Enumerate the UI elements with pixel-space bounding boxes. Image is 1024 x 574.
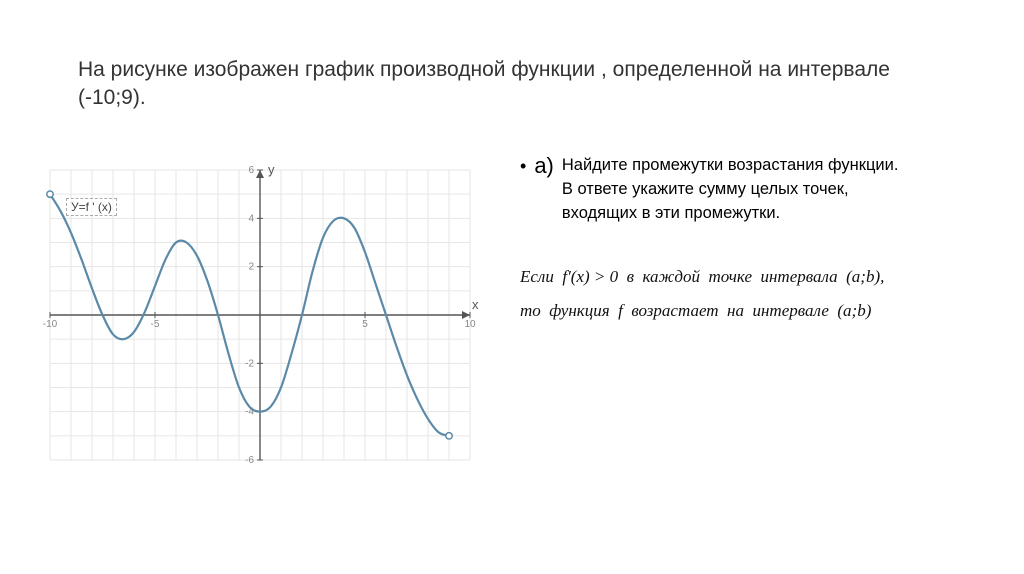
page-title: На рисунке изображен график производной … [78, 56, 958, 113]
question-row: • а) Найдите промежутки возрастания функ… [520, 154, 994, 226]
chart-container: -10-5510-6-4-2246xy У=f ' (x) [30, 150, 490, 480]
right-column: • а) Найдите промежутки возрастания функ… [520, 150, 994, 480]
svg-text:-5: -5 [151, 319, 160, 330]
hint-line-2: то функция f возрастает на интервале (a;… [520, 294, 994, 328]
bullet-dot: • [520, 154, 526, 179]
content-row: -10-5510-6-4-2246xy У=f ' (x) • а) Найди… [30, 150, 994, 480]
svg-text:5: 5 [362, 319, 368, 330]
hint-line-1: Если f′(x) > 0 в каждой точке интервала … [520, 260, 994, 294]
svg-text:10: 10 [464, 319, 476, 330]
svg-text:6: 6 [248, 165, 254, 176]
svg-text:-6: -6 [245, 455, 254, 466]
svg-text:y: y [268, 162, 275, 177]
svg-text:2: 2 [248, 262, 254, 273]
svg-text:-2: -2 [245, 358, 254, 369]
svg-text:x: x [472, 297, 479, 312]
question-text: Найдите промежутки возрастания функции. … [562, 154, 899, 226]
svg-text:4: 4 [248, 213, 254, 224]
hint-block: Если f′(x) > 0 в каждой точке интервала … [520, 260, 994, 328]
svg-text:-10: -10 [43, 319, 58, 330]
question-line: В ответе укажите сумму целых точек, [562, 178, 899, 202]
question-line: Найдите промежутки возрастания функции. [562, 154, 899, 178]
question-line: входящих в эти промежутки. [562, 202, 899, 226]
question-label: а) [534, 154, 554, 178]
curve-label: У=f ' (x) [66, 198, 117, 216]
